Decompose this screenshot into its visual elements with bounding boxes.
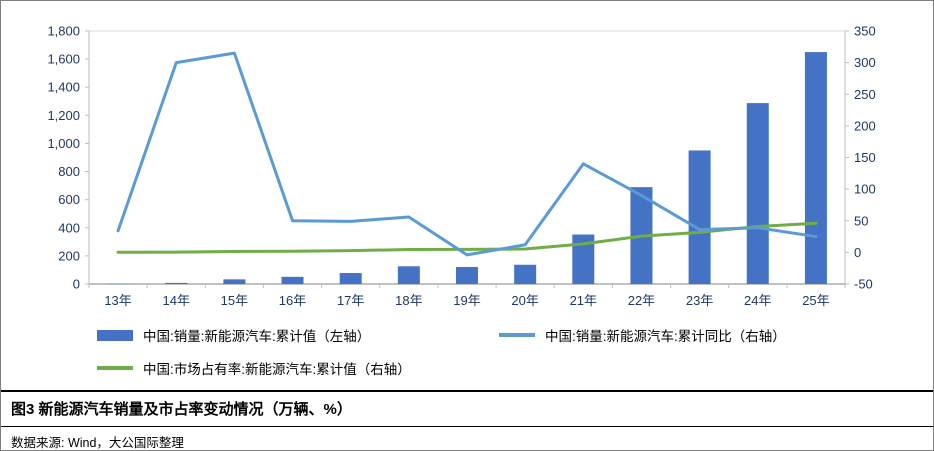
x-tick-label: 14年 xyxy=(162,293,189,308)
left-tick-label: 800 xyxy=(58,164,80,179)
legend-label: 中国:市场占有率:新能源汽车:累计值（右轴） xyxy=(143,362,411,377)
left-tick-label: 1,400 xyxy=(47,80,80,95)
x-tick-label: 15年 xyxy=(221,293,248,308)
right-tick-label: 350 xyxy=(854,24,876,39)
bar-23年 xyxy=(688,150,711,284)
legend-label: 中国:销量:新能源汽车:累计值（左轴） xyxy=(143,329,371,344)
x-tick-label: 25年 xyxy=(802,293,829,308)
right-tick-label: 250 xyxy=(854,87,876,102)
x-tick-label: 16年 xyxy=(279,293,306,308)
legend-item-2: 中国:销量:新能源汽车:累计同比（右轴） xyxy=(499,325,933,345)
right-tick-label: 300 xyxy=(854,55,876,70)
right-tick-label: 200 xyxy=(854,118,876,133)
x-tick-label: 23年 xyxy=(686,293,713,308)
left-tick-label: 400 xyxy=(58,220,80,235)
figure-source: 数据来源: Wind，大公国际整理 xyxy=(1,427,933,450)
bar-17年 xyxy=(339,273,362,284)
bars-sales-series xyxy=(107,52,827,285)
figure-caption: 图3 新能源汽车销量及市占率变动情况（万辆、%） xyxy=(1,390,933,427)
legend-item-3: 中国:市场占有率:新能源汽车:累计值（右轴） xyxy=(97,358,499,378)
left-tick-label: 200 xyxy=(58,248,80,263)
right-tick-label: 50 xyxy=(854,213,868,228)
legend-line-marker xyxy=(97,366,133,370)
left-tick-label: 1,200 xyxy=(47,108,80,123)
chart-area: 0 200 400 600 800 1,000 1,200 1,400 1,600 1,800 -5… xyxy=(1,1,933,317)
right-tick-label: 150 xyxy=(854,150,876,165)
x-tick-label: 21年 xyxy=(570,293,597,308)
right-tick-label: 100 xyxy=(854,182,876,197)
legend-line-marker xyxy=(499,333,535,337)
x-tick-label: 13年 xyxy=(104,293,131,308)
bar-15年 xyxy=(223,279,246,284)
left-tick-label: 0 xyxy=(73,277,80,292)
left-axis-labels: 0 200 400 600 800 1,000 1,200 1,400 1,600 1,800 xyxy=(47,24,89,292)
left-tick-label: 1,600 xyxy=(47,52,80,67)
legend-label: 中国:销量:新能源汽车:累计同比（右轴） xyxy=(545,329,786,344)
bar-16年 xyxy=(281,276,304,284)
chart-svg: 0 200 400 600 800 1,000 1,200 1,400 1,600 1,800 -5… xyxy=(47,24,876,309)
x-tick-label: 17年 xyxy=(337,293,364,308)
x-tick-label: 22年 xyxy=(628,293,655,308)
left-tick-label: 600 xyxy=(58,192,80,207)
legend-bar-marker xyxy=(97,329,133,341)
yoy-line xyxy=(116,51,818,257)
bar-25年 xyxy=(804,52,827,285)
bar-20年 xyxy=(514,264,537,284)
left-tick-label: 1,800 xyxy=(47,24,80,39)
x-axis-labels: 13年 14年 15年 16年 17年 18年 19年 20年 21年 22年 23年 24年 25年 xyxy=(88,284,846,308)
bar-14年 xyxy=(165,282,188,284)
x-tick-label: 19年 xyxy=(453,293,480,308)
bar-18年 xyxy=(397,266,420,284)
x-tick-label: 20年 xyxy=(511,293,538,308)
right-axis-labels: -50 0 50 100 150 200 250 300 350 xyxy=(845,24,876,292)
left-tick-label: 1,000 xyxy=(47,136,80,151)
share-line xyxy=(116,221,818,254)
bar-24年 xyxy=(746,103,769,284)
bar-13年 xyxy=(107,283,130,285)
x-tick-label: 18年 xyxy=(395,293,422,308)
x-tick-label: 24年 xyxy=(744,293,771,308)
legend-item-1: 中国:销量:新能源汽车:累计值（左轴） xyxy=(97,325,499,345)
bar-21年 xyxy=(572,234,595,284)
right-tick-label: 0 xyxy=(854,245,861,260)
right-tick-label: -50 xyxy=(854,277,873,292)
legend: 中国:销量:新能源汽车:累计值（左轴） 中国:销量:新能源汽车:累计同比（右轴） 中… xyxy=(1,317,933,390)
bar-19年 xyxy=(456,266,478,284)
